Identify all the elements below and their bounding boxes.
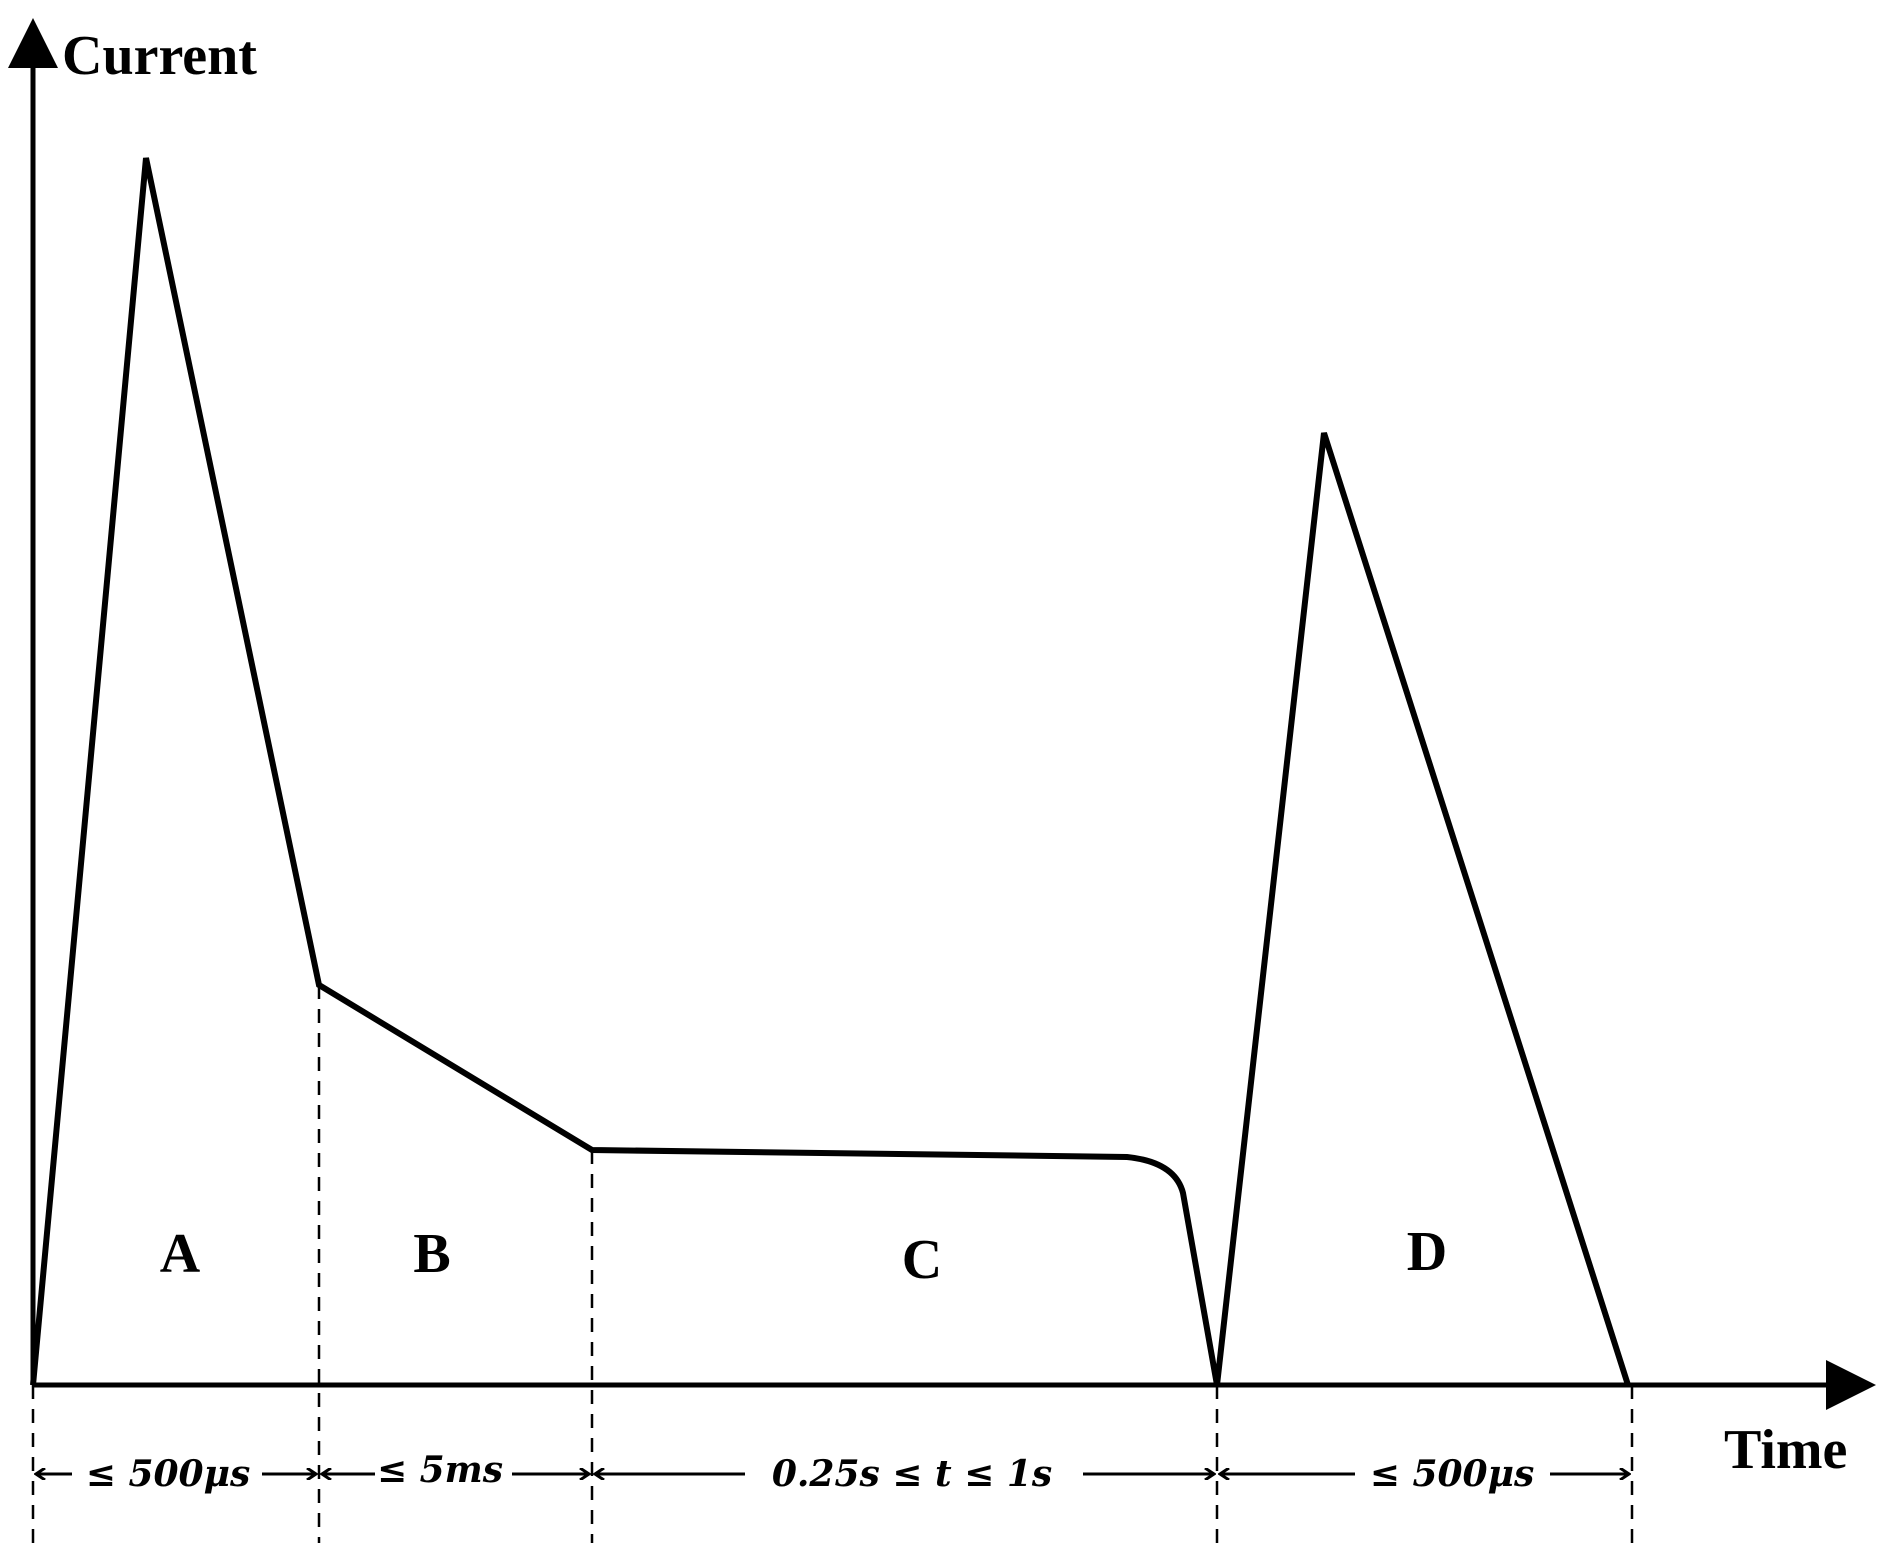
y-axis-label: Current [62,25,257,87]
current-waveform [30,157,1631,1386]
duration-label-a: ≤ 500μs [86,1453,250,1495]
duration-label-d: ≤ 500μs [1370,1453,1534,1495]
region-label-c: C [902,1229,942,1291]
duration-label-b: ≤ 5ms [377,1449,503,1491]
region-label-d: D [1407,1221,1447,1283]
region-label-a: A [160,1223,201,1285]
duration-label-c: 0.25s ≤ t ≤ 1s [772,1453,1052,1495]
x-axis-label: Time [1724,1419,1847,1481]
region-label-b: B [413,1223,450,1285]
